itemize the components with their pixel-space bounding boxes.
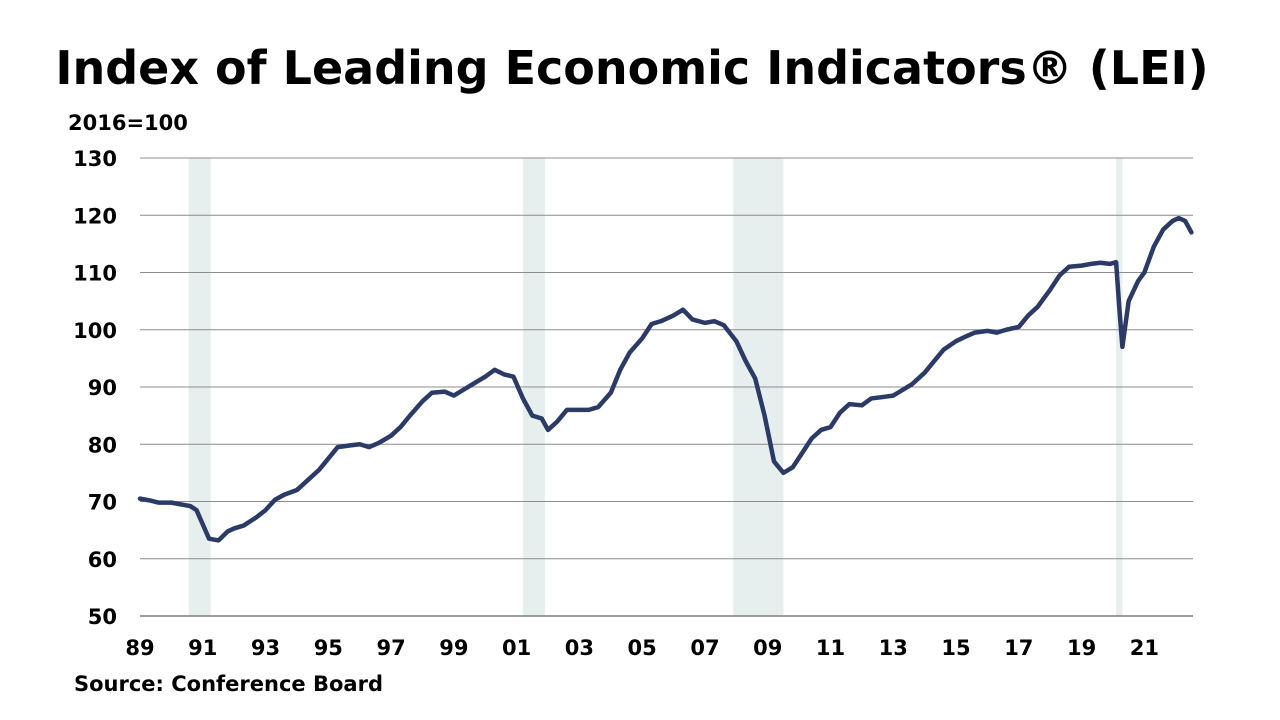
x-tick-label-01: 01 — [502, 636, 531, 660]
x-tick-label-19: 19 — [1067, 636, 1096, 660]
y-tick-label-120: 120 — [73, 204, 117, 228]
y-tick-label-130: 130 — [73, 147, 117, 171]
unit-label: 2016=100 — [68, 111, 188, 135]
y-tick-label-80: 80 — [88, 433, 117, 457]
gridlines — [140, 157, 1193, 617]
y-tick-label-110: 110 — [73, 262, 117, 286]
x-tick-label-97: 97 — [376, 636, 405, 660]
chart-title: Index of Leading Economic Indicators® (L… — [55, 41, 1208, 95]
y-tick-label-60: 60 — [88, 548, 117, 572]
x-tick-label-99: 99 — [439, 636, 468, 660]
x-tick-label-07: 07 — [690, 636, 719, 660]
x-tick-label-21: 21 — [1130, 636, 1159, 660]
x-tick-label-09: 09 — [753, 636, 782, 660]
x-tick-label-89: 89 — [125, 636, 154, 660]
source-label: Source: Conference Board — [74, 672, 383, 696]
x-tick-label-17: 17 — [1004, 636, 1033, 660]
x-tick-label-91: 91 — [188, 636, 217, 660]
x-tick-label-95: 95 — [314, 636, 343, 660]
y-tick-label-90: 90 — [88, 376, 117, 400]
x-tick-label-03: 03 — [565, 636, 594, 660]
x-axis-ticks: 89 91 93 95 97 99 01 03 05 07 09 11 13 15 17 19 21 — [125, 636, 1159, 660]
y-axis-ticks: 50 60 70 80 90 100 110 120 130 — [73, 147, 117, 629]
x-tick-label-93: 93 — [251, 636, 280, 660]
lei-series-line — [137, 215, 1194, 543]
x-tick-label-11: 11 — [816, 636, 845, 660]
y-tick-label-50: 50 — [88, 605, 117, 629]
y-tick-label-100: 100 — [73, 319, 117, 343]
x-tick-label-05: 05 — [628, 636, 657, 660]
x-tick-label-13: 13 — [879, 636, 908, 660]
y-tick-label-70: 70 — [88, 491, 117, 515]
x-tick-label-15: 15 — [941, 636, 970, 660]
